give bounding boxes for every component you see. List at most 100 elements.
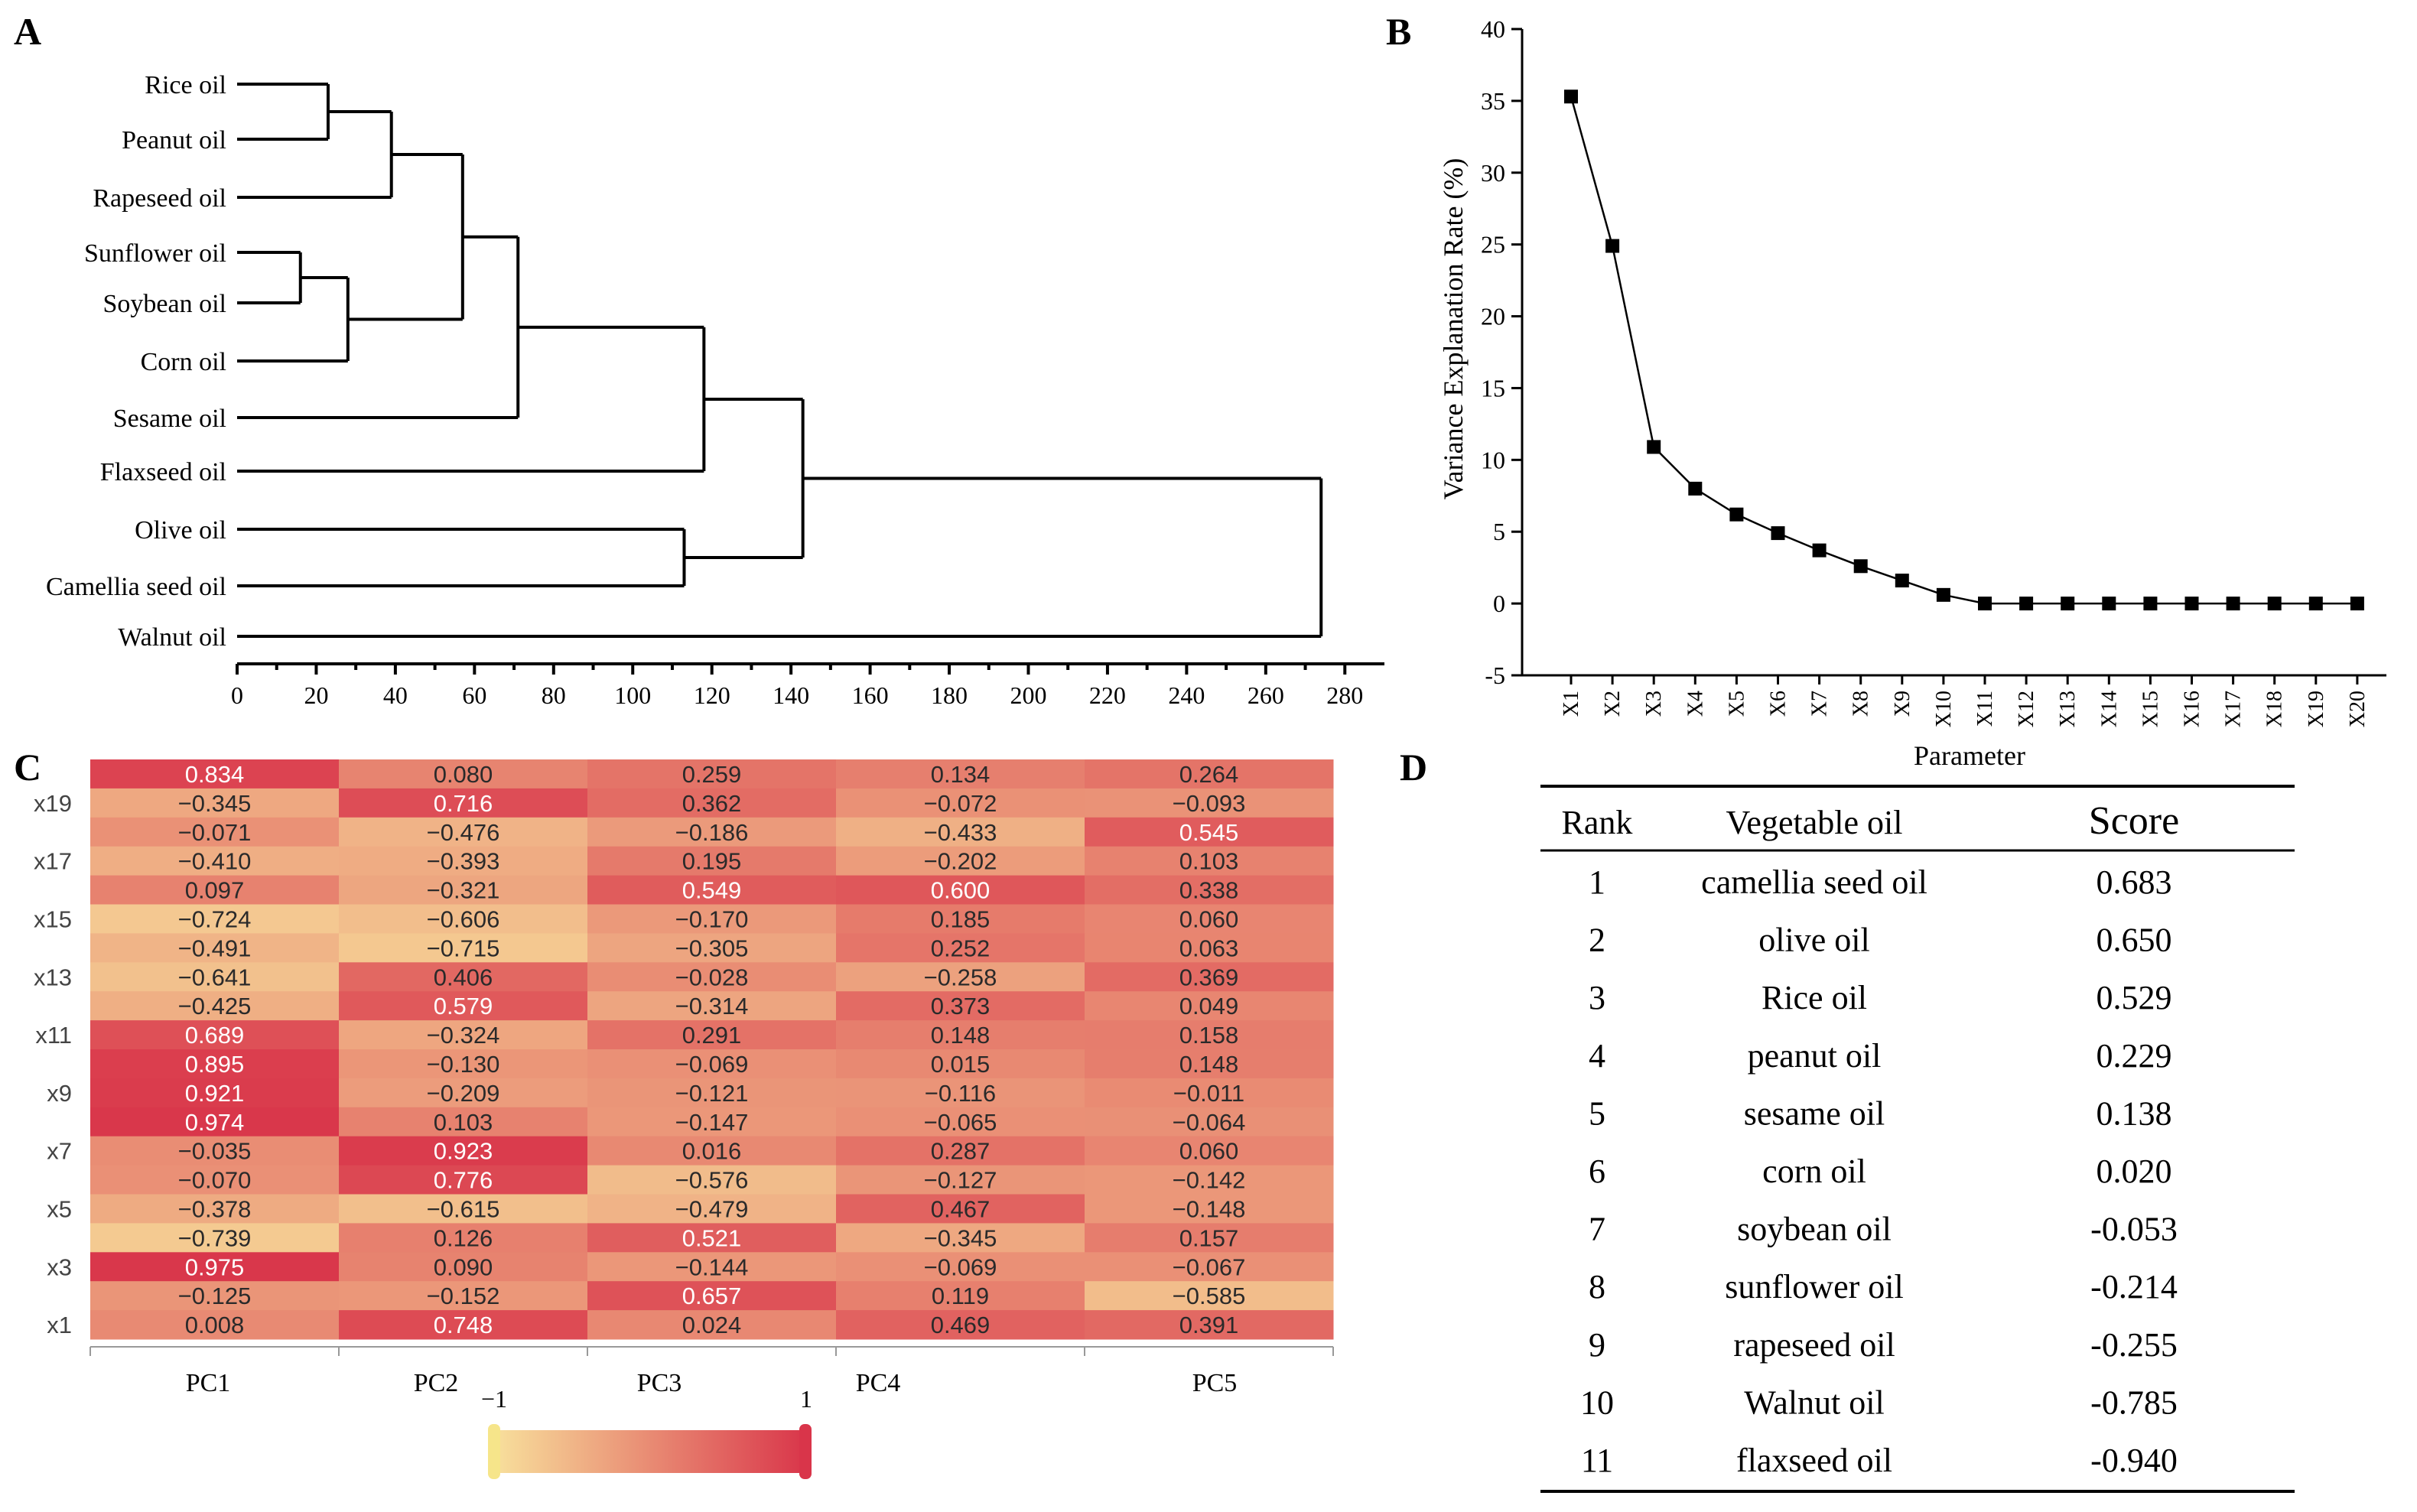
heatmap-value: −0.064 bbox=[1173, 1109, 1246, 1136]
heatmap-value: 0.921 bbox=[185, 1080, 245, 1107]
heatmap-value: 0.024 bbox=[682, 1312, 742, 1338]
heatmap-cell bbox=[90, 933, 340, 963]
x-tick-label: 40 bbox=[383, 681, 408, 709]
heatmap-value: 0.008 bbox=[185, 1312, 245, 1338]
heatmap-value: −0.035 bbox=[178, 1138, 252, 1165]
x-tick-label: X5 bbox=[1725, 691, 1749, 717]
table-cell-oil: flaxseed oil bbox=[1736, 1442, 1892, 1479]
leaf-label-soybean: Soybean oil bbox=[103, 290, 226, 318]
y-tick-label: 25 bbox=[1481, 231, 1505, 259]
heatmap-cell bbox=[836, 788, 1085, 818]
heatmap-cell bbox=[587, 904, 837, 934]
leaf-label-camellia: Camellia seed oil bbox=[46, 573, 226, 601]
heatmap-value: 0.287 bbox=[931, 1138, 991, 1165]
heatmap-value: 0.923 bbox=[434, 1138, 493, 1165]
heatmap-value: −0.715 bbox=[427, 935, 500, 961]
x-tick-label: X16 bbox=[2181, 691, 2204, 727]
table-cell-oil: rapeseed oil bbox=[1733, 1326, 1895, 1364]
heatmap-value: 0.600 bbox=[931, 877, 991, 904]
heatmap-cell bbox=[1085, 759, 1334, 789]
leaf-label-walnut: Walnut oil bbox=[118, 623, 226, 652]
heatmap-value: 0.689 bbox=[185, 1022, 245, 1049]
heatmap-cell bbox=[90, 1078, 340, 1108]
heatmap-value: −0.615 bbox=[427, 1195, 500, 1222]
heatmap-column-label: PC3 bbox=[637, 1369, 682, 1397]
heatmap-cell bbox=[339, 1310, 588, 1340]
heatmap-value: 0.975 bbox=[185, 1253, 245, 1280]
table-cell-oil: olive oil bbox=[1758, 922, 1869, 959]
y-tick-label: 10 bbox=[1481, 446, 1505, 473]
heatmap-value: −0.069 bbox=[924, 1253, 997, 1280]
heatmap-value: 0.834 bbox=[185, 761, 245, 788]
table-cell-score: -0.255 bbox=[2090, 1326, 2178, 1364]
heatmap-value: −0.576 bbox=[675, 1167, 749, 1194]
heatmap-cell bbox=[836, 1049, 1085, 1079]
heatmap-cell bbox=[1085, 846, 1334, 876]
x-axis-title: Parameter bbox=[1914, 740, 2025, 771]
heatmap-value: −0.606 bbox=[427, 906, 500, 932]
variance-point bbox=[2019, 597, 2034, 611]
heatmap-column-label: PC1 bbox=[186, 1369, 231, 1397]
heatmap-value: 0.148 bbox=[1179, 1051, 1239, 1078]
table-header-oil: Vegetable oil bbox=[1726, 804, 1903, 841]
variance-point bbox=[1978, 597, 1992, 611]
table-cell-oil: soybean oil bbox=[1737, 1211, 1892, 1248]
heatmap-cell bbox=[339, 759, 588, 789]
colorbar bbox=[494, 1430, 808, 1473]
heatmap-value: 0.776 bbox=[434, 1167, 493, 1194]
heatmap-value: 0.126 bbox=[434, 1224, 493, 1251]
heatmap-cell bbox=[836, 1020, 1085, 1050]
heatmap-value: 0.252 bbox=[931, 935, 991, 961]
heatmap-cell bbox=[1085, 875, 1334, 905]
table-cell-score: -0.785 bbox=[2090, 1384, 2178, 1421]
heatmap-cell bbox=[836, 1194, 1085, 1224]
heatmap-cell bbox=[339, 1194, 588, 1224]
heatmap-value: −0.202 bbox=[924, 848, 997, 875]
colorbar-max-label: 1 bbox=[800, 1385, 812, 1413]
heatmap-cell bbox=[1085, 1078, 1334, 1108]
heatmap-value: −0.147 bbox=[675, 1109, 749, 1136]
heatmap-value: −0.127 bbox=[924, 1167, 997, 1194]
variance-point bbox=[2061, 597, 2075, 611]
heatmap-row-label: x19 bbox=[34, 790, 72, 817]
variance-point bbox=[2102, 597, 2116, 611]
table-cell-rank: 7 bbox=[1589, 1211, 1605, 1248]
heatmap-row-label: x5 bbox=[47, 1195, 72, 1222]
heatmap-value: 0.469 bbox=[931, 1312, 991, 1338]
variance-point bbox=[2226, 597, 2240, 611]
heatmap-cell bbox=[90, 1049, 340, 1079]
x-tick-label: 260 bbox=[1248, 681, 1284, 709]
heatmap-cell bbox=[836, 817, 1085, 847]
x-tick-label: 0 bbox=[231, 681, 243, 709]
heatmap-value: 0.060 bbox=[1179, 1138, 1239, 1165]
heatmap-value: 0.157 bbox=[1179, 1224, 1239, 1251]
heatmap-value: −0.739 bbox=[178, 1224, 252, 1251]
heatmap-value: 0.391 bbox=[1179, 1312, 1239, 1338]
scree-plot-panel: -5 0 5 10 15 20 25 30 35 40 X1 X2 X3 X4 X5 X6 X7 X8 X9 X10 X… bbox=[1438, 15, 2386, 771]
heatmap-cell bbox=[836, 759, 1085, 789]
x-tick-label: 220 bbox=[1089, 681, 1126, 709]
heatmap-value: 0.063 bbox=[1179, 935, 1239, 961]
heatmap-cell bbox=[339, 1049, 588, 1079]
variance-point bbox=[1688, 481, 1703, 496]
heatmap-cell bbox=[587, 1281, 837, 1311]
y-tick-label: 30 bbox=[1481, 159, 1505, 187]
heatmap-cell bbox=[339, 817, 588, 847]
heatmap-cell bbox=[1085, 1165, 1334, 1195]
variance-point bbox=[1853, 559, 1868, 574]
heatmap-column-label: PC4 bbox=[856, 1369, 901, 1397]
table-cell-score: 0.020 bbox=[2097, 1153, 2172, 1190]
panel-label-d: D bbox=[1400, 746, 1427, 789]
heatmap-row-label: x9 bbox=[47, 1080, 72, 1107]
y-tick-label: 40 bbox=[1481, 15, 1505, 43]
y-tick-label: -5 bbox=[1485, 662, 1505, 689]
x-tick-label: X19 bbox=[2305, 691, 2328, 727]
leaf-label-flaxseed: Flaxseed oil bbox=[100, 458, 226, 486]
heatmap-cell bbox=[90, 1310, 340, 1340]
heatmap-cell bbox=[90, 817, 340, 847]
heatmap-cell bbox=[587, 1049, 837, 1079]
heatmap-cell bbox=[587, 1194, 837, 1224]
variance-point bbox=[1564, 89, 1578, 104]
heatmap-value: −0.070 bbox=[178, 1167, 252, 1194]
heatmap-value: −0.093 bbox=[1173, 790, 1246, 817]
